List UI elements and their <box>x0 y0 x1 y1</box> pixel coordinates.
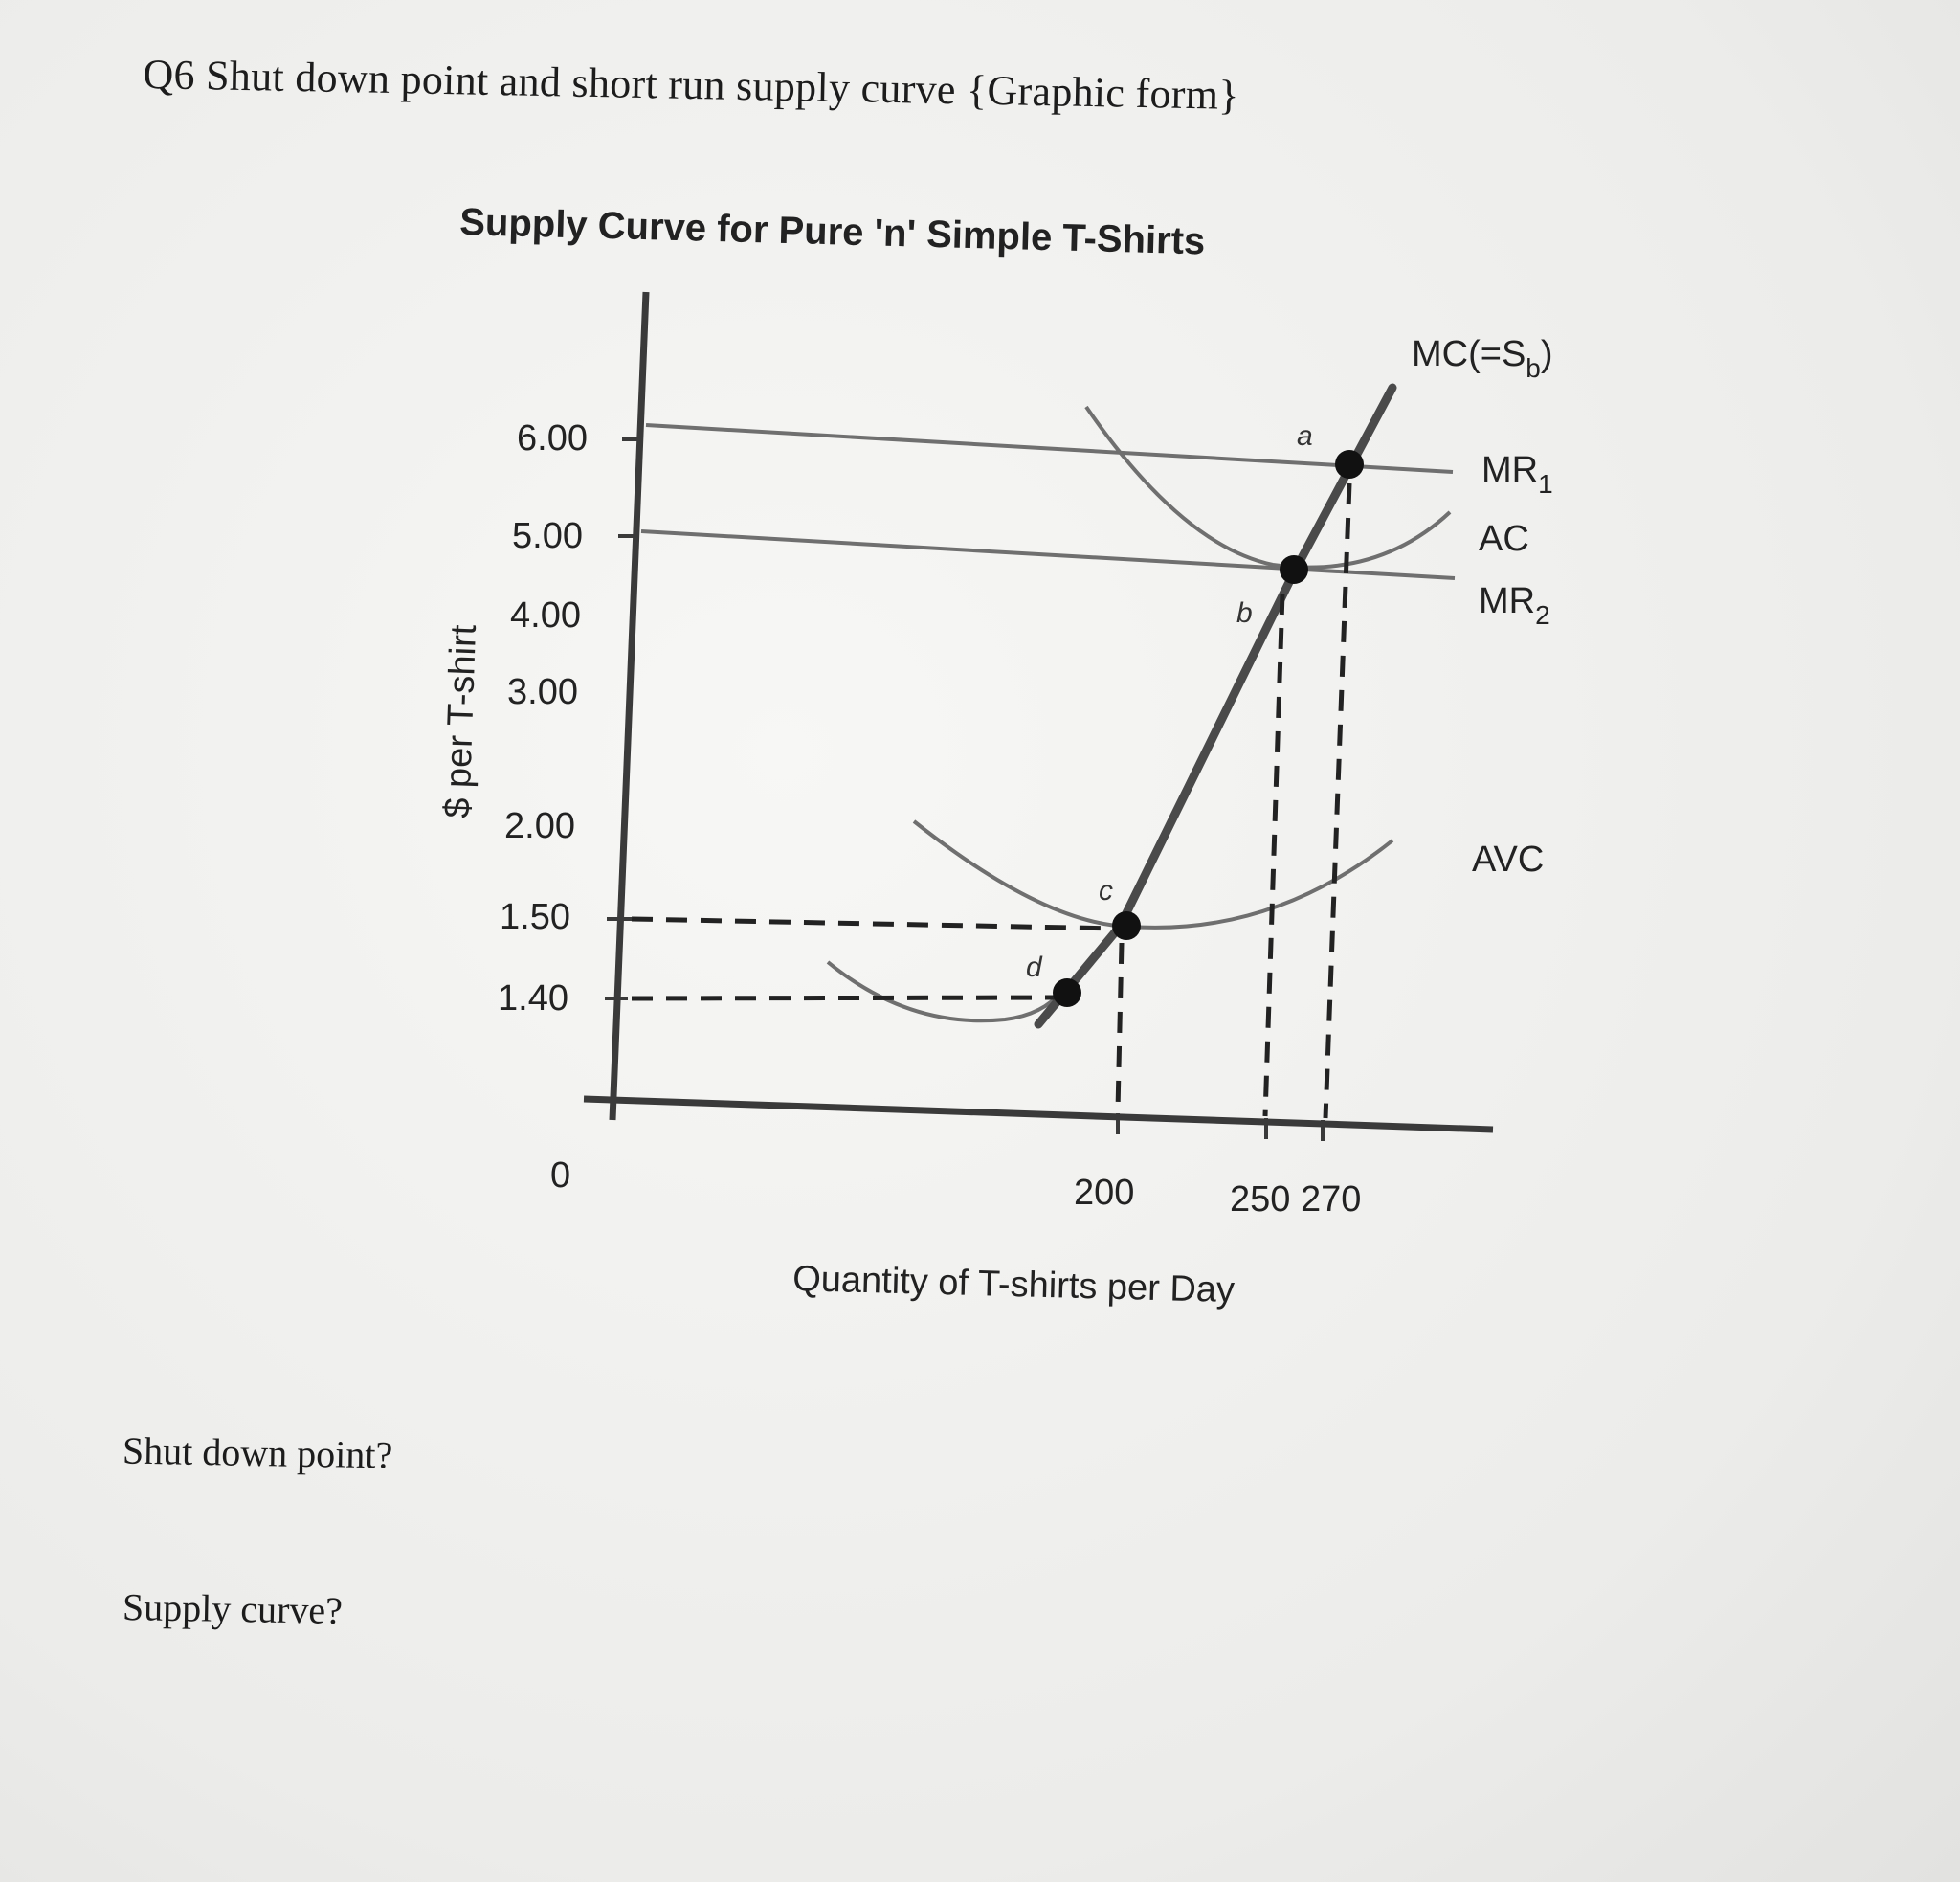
mc-label-main: MC(=S <box>1412 334 1526 374</box>
y-axis-label: $ per T-shirt <box>437 623 484 818</box>
ac-label: AC <box>1479 519 1529 559</box>
mr1-label: MR1 <box>1481 450 1553 499</box>
y-tick-label: 1.50 <box>500 897 570 937</box>
avc-curve <box>912 819 1394 930</box>
origin-label: 0 <box>550 1155 570 1196</box>
mr1-label-sub: 1 <box>1538 469 1553 499</box>
point-c <box>1112 911 1141 940</box>
mr2-label: MR2 <box>1479 581 1550 630</box>
mr2-label-main: MR <box>1479 581 1535 621</box>
y-tick-label: 5.00 <box>512 516 583 556</box>
mr2-line <box>640 529 1456 580</box>
point-c-label: c <box>1099 875 1113 907</box>
avc-lower-segment <box>826 960 1064 1023</box>
x-tick-label: 250 270 <box>1230 1179 1361 1220</box>
point-d <box>1053 978 1081 1007</box>
point-a-label: a <box>1297 420 1313 452</box>
shutdown-question: Shut down point? <box>122 1428 393 1477</box>
chart-title: Supply Curve for Pure 'n' Simple T-Shirt… <box>459 201 1206 262</box>
mc-curve <box>1034 383 1397 1029</box>
point-b-label: b <box>1236 597 1253 629</box>
supply-question: Supply curve? <box>122 1584 344 1633</box>
mr1-line <box>645 423 1454 474</box>
mc-label-sub: b <box>1526 353 1541 383</box>
y-tick-label: 4.00 <box>510 595 581 636</box>
point-a <box>1335 450 1364 479</box>
mc-label: MC(=Sb) <box>1412 334 1553 383</box>
mr2-label-sub: 2 <box>1535 600 1550 630</box>
y-tick-label: 3.00 <box>507 672 578 712</box>
avc-label: AVC <box>1472 840 1544 880</box>
guide-lines <box>631 482 1352 1119</box>
ac-curve <box>1084 405 1452 570</box>
point-d-label: d <box>1026 952 1043 983</box>
mr1-label-main: MR <box>1481 450 1538 490</box>
mc-label-suffix: ) <box>1541 334 1553 374</box>
y-tick-marks <box>605 437 643 1000</box>
x-tick-marks <box>1116 1113 1325 1141</box>
y-tick-label: 6.00 <box>517 418 588 459</box>
points <box>1053 450 1364 1007</box>
x-axis-label: Quantity of T-shirts per Day <box>792 1259 1236 1311</box>
point-b <box>1280 555 1308 584</box>
x-axis <box>583 1095 1494 1133</box>
x-tick-label: 200 <box>1074 1173 1134 1213</box>
y-axis <box>609 291 650 1121</box>
y-tick-label: 1.40 <box>498 978 568 1019</box>
y-tick-label: 2.00 <box>504 806 575 846</box>
